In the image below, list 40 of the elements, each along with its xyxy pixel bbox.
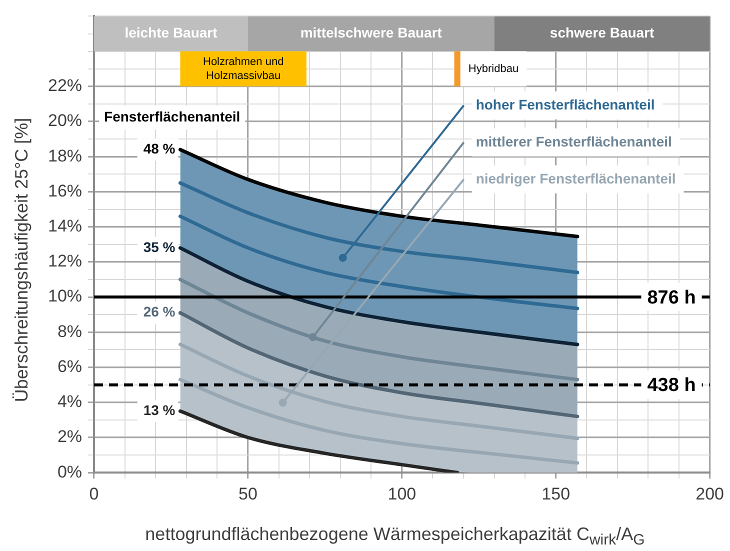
- y-tick-label: 12%: [48, 252, 82, 271]
- x-tick-label: 100: [388, 484, 416, 504]
- band-label: mittelschwere Bauart: [300, 24, 442, 41]
- series-label: 35 %: [143, 238, 176, 255]
- y-tick-label: 8%: [57, 322, 82, 341]
- band-label: Holzrahmen und Holzmassivbau: [202, 56, 284, 82]
- x-tick-label: 200: [696, 484, 724, 504]
- y-tick-label: 2%: [57, 427, 82, 446]
- text: hoher Fensterflächenanteil: [476, 96, 655, 112]
- x-tick-label: 0: [89, 484, 99, 504]
- y-tick-label: 16%: [48, 181, 82, 200]
- x-tick-label: 50: [238, 484, 258, 504]
- line-series: [178, 311, 580, 418]
- text: niedriger Fensterflächenanteil: [476, 170, 676, 186]
- y-tick-label: 0%: [57, 462, 82, 482]
- y-tick-label: 4%: [57, 392, 82, 412]
- line-series: [178, 246, 580, 346]
- line-series: [178, 378, 580, 465]
- x-tick-label: 150: [542, 484, 570, 504]
- y-tick-label: 6%: [57, 356, 82, 376]
- band-label: Hybridbau: [468, 62, 519, 75]
- y-tick-label: 18%: [48, 146, 82, 166]
- series-label: 26 %: [143, 304, 176, 320]
- band-label: leichte Bauart: [124, 24, 218, 41]
- ref-line-label: 438 h: [647, 375, 696, 396]
- line-series: [178, 278, 580, 382]
- band-label: schwere Bauart: [550, 24, 655, 41]
- line-series: [178, 409, 460, 473]
- series-label: 13 %: [143, 402, 176, 418]
- text: mittlerer Fensterflächenanteil: [476, 133, 672, 150]
- series-label: 48 %: [143, 140, 176, 156]
- y-tick-label: 14%: [48, 216, 82, 236]
- legend-title: Fensterflächenanteil: [104, 108, 240, 124]
- y-tick-label: 10%: [48, 286, 82, 306]
- y-axis-title: Überschreitungshäufigkeit 25°C [%]: [12, 118, 32, 402]
- y-tick-label: 22%: [48, 76, 82, 96]
- y-tick-label: 20%: [48, 111, 82, 130]
- x-axis-title: nettogrundflächenbezogene Wärmespeicherkapazität C$_{wirk}$/A$_{G}$: [144, 524, 646, 549]
- line-series: [178, 214, 580, 310]
- ref-line-label: 876 h: [647, 287, 696, 308]
